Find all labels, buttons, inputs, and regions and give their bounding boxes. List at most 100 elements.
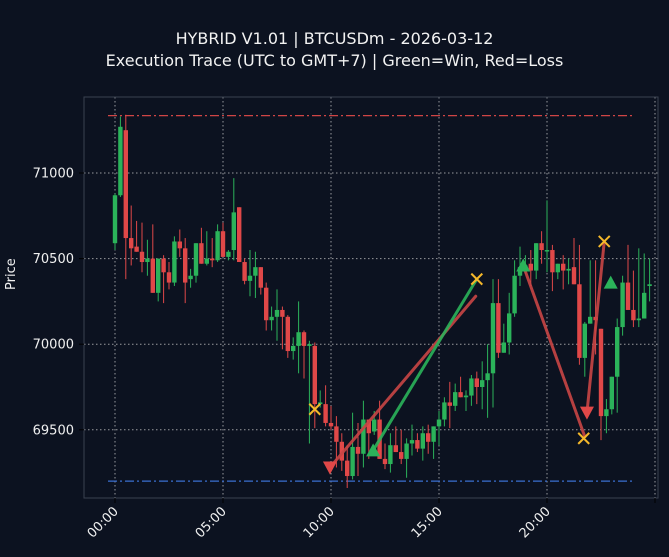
candle-body <box>350 446 355 477</box>
candle-body <box>528 263 533 271</box>
candles <box>112 114 652 489</box>
candle-body <box>463 395 469 398</box>
candle-body <box>544 250 550 252</box>
candle-body <box>620 282 625 328</box>
candle-body <box>453 392 458 406</box>
grid-lines <box>84 97 658 498</box>
candle-body <box>210 258 215 261</box>
y-tick-label: 70000 <box>33 338 74 353</box>
candle-body <box>550 250 555 273</box>
candle-body <box>220 231 226 257</box>
trade-trace-line <box>585 239 606 415</box>
candle-body <box>285 316 290 352</box>
candle-body <box>296 332 301 346</box>
candle-body <box>382 458 388 465</box>
reference-lines <box>108 115 632 482</box>
candle-body <box>166 272 172 283</box>
candle-body <box>301 332 307 346</box>
candle-body <box>312 345 317 405</box>
candle-body <box>399 452 404 459</box>
trade-markers <box>308 235 618 475</box>
candle-body <box>226 251 231 257</box>
candle-body <box>480 380 485 387</box>
candle-body <box>318 402 323 405</box>
candle-body <box>372 419 377 432</box>
candle-body <box>469 378 474 396</box>
y-tick-label: 71000 <box>33 167 74 182</box>
candle-body <box>193 243 199 276</box>
candle-body <box>609 376 614 410</box>
candle-body <box>334 426 339 442</box>
candle-body <box>604 409 609 417</box>
trade-trace-line <box>328 294 478 469</box>
candle-body <box>361 419 366 454</box>
buy-triangle-icon <box>516 258 531 272</box>
candle-body <box>555 263 560 273</box>
candle-body <box>123 130 128 239</box>
candle-body <box>269 316 274 321</box>
sell-triangle-icon <box>579 406 594 420</box>
x-tick-label: 00:00 <box>85 504 122 541</box>
candle-body <box>172 241 177 283</box>
candle-body <box>393 445 398 453</box>
candle-body <box>474 378 479 387</box>
candle-body <box>431 426 436 442</box>
plot-frame <box>83 96 659 499</box>
candle-body <box>447 402 452 406</box>
candle-body <box>188 275 193 280</box>
candle-body <box>598 328 604 417</box>
candle-body <box>274 309 280 317</box>
candle-body <box>566 268 571 271</box>
candle-body <box>625 282 631 310</box>
candle-body <box>647 284 652 286</box>
candle-body <box>112 195 118 244</box>
candle-body <box>156 258 161 293</box>
candle-body <box>420 433 425 449</box>
trade-trace-line <box>521 263 587 439</box>
x-tick-label: 20:00 <box>517 504 554 541</box>
candle-body <box>436 419 442 427</box>
candle-body <box>258 267 263 288</box>
exit-x-icon <box>470 272 484 286</box>
candle-body <box>280 309 285 317</box>
candle-body <box>129 238 134 249</box>
candle-body <box>328 422 334 427</box>
x-tick-label: 05:00 <box>193 504 230 541</box>
exit-x-icon <box>577 432 590 445</box>
candle-body <box>388 445 393 465</box>
candle-body <box>177 241 182 249</box>
candle-body <box>512 275 517 314</box>
candle-body <box>485 373 490 381</box>
x-tick-label: 15:00 <box>409 504 446 541</box>
candle-body <box>588 316 593 324</box>
candle-body <box>426 433 431 442</box>
trade-trace-lines <box>328 239 606 469</box>
exit-x-icon <box>308 403 322 416</box>
x-tick-label: 10:00 <box>301 504 338 541</box>
candle-body <box>501 342 506 353</box>
candle-body <box>134 246 139 252</box>
candle-body <box>139 251 145 263</box>
candle-body <box>490 303 496 374</box>
candle-body <box>577 284 582 358</box>
candle-body <box>561 263 566 271</box>
candle-body <box>571 267 577 285</box>
candle-body <box>534 243 539 271</box>
chart-title-line1: HYBRID V1.01 | BTCUSDm - 2026-03-12 <box>175 29 494 48</box>
candle-body <box>242 262 247 281</box>
candle-body <box>507 313 512 343</box>
candle-body <box>355 446 361 454</box>
candle-body <box>204 258 209 264</box>
candle-body <box>442 402 447 420</box>
candle-body <box>161 258 166 273</box>
candle-body <box>247 275 253 281</box>
candle-body <box>631 309 636 321</box>
buy-triangle-icon <box>603 275 618 289</box>
candle-body <box>539 243 544 251</box>
exit-x-icon <box>598 235 611 248</box>
candle-body <box>366 419 371 434</box>
candle-body <box>145 258 150 263</box>
y-tick-label: 69500 <box>33 423 74 438</box>
buy-triangle-icon <box>366 443 381 457</box>
